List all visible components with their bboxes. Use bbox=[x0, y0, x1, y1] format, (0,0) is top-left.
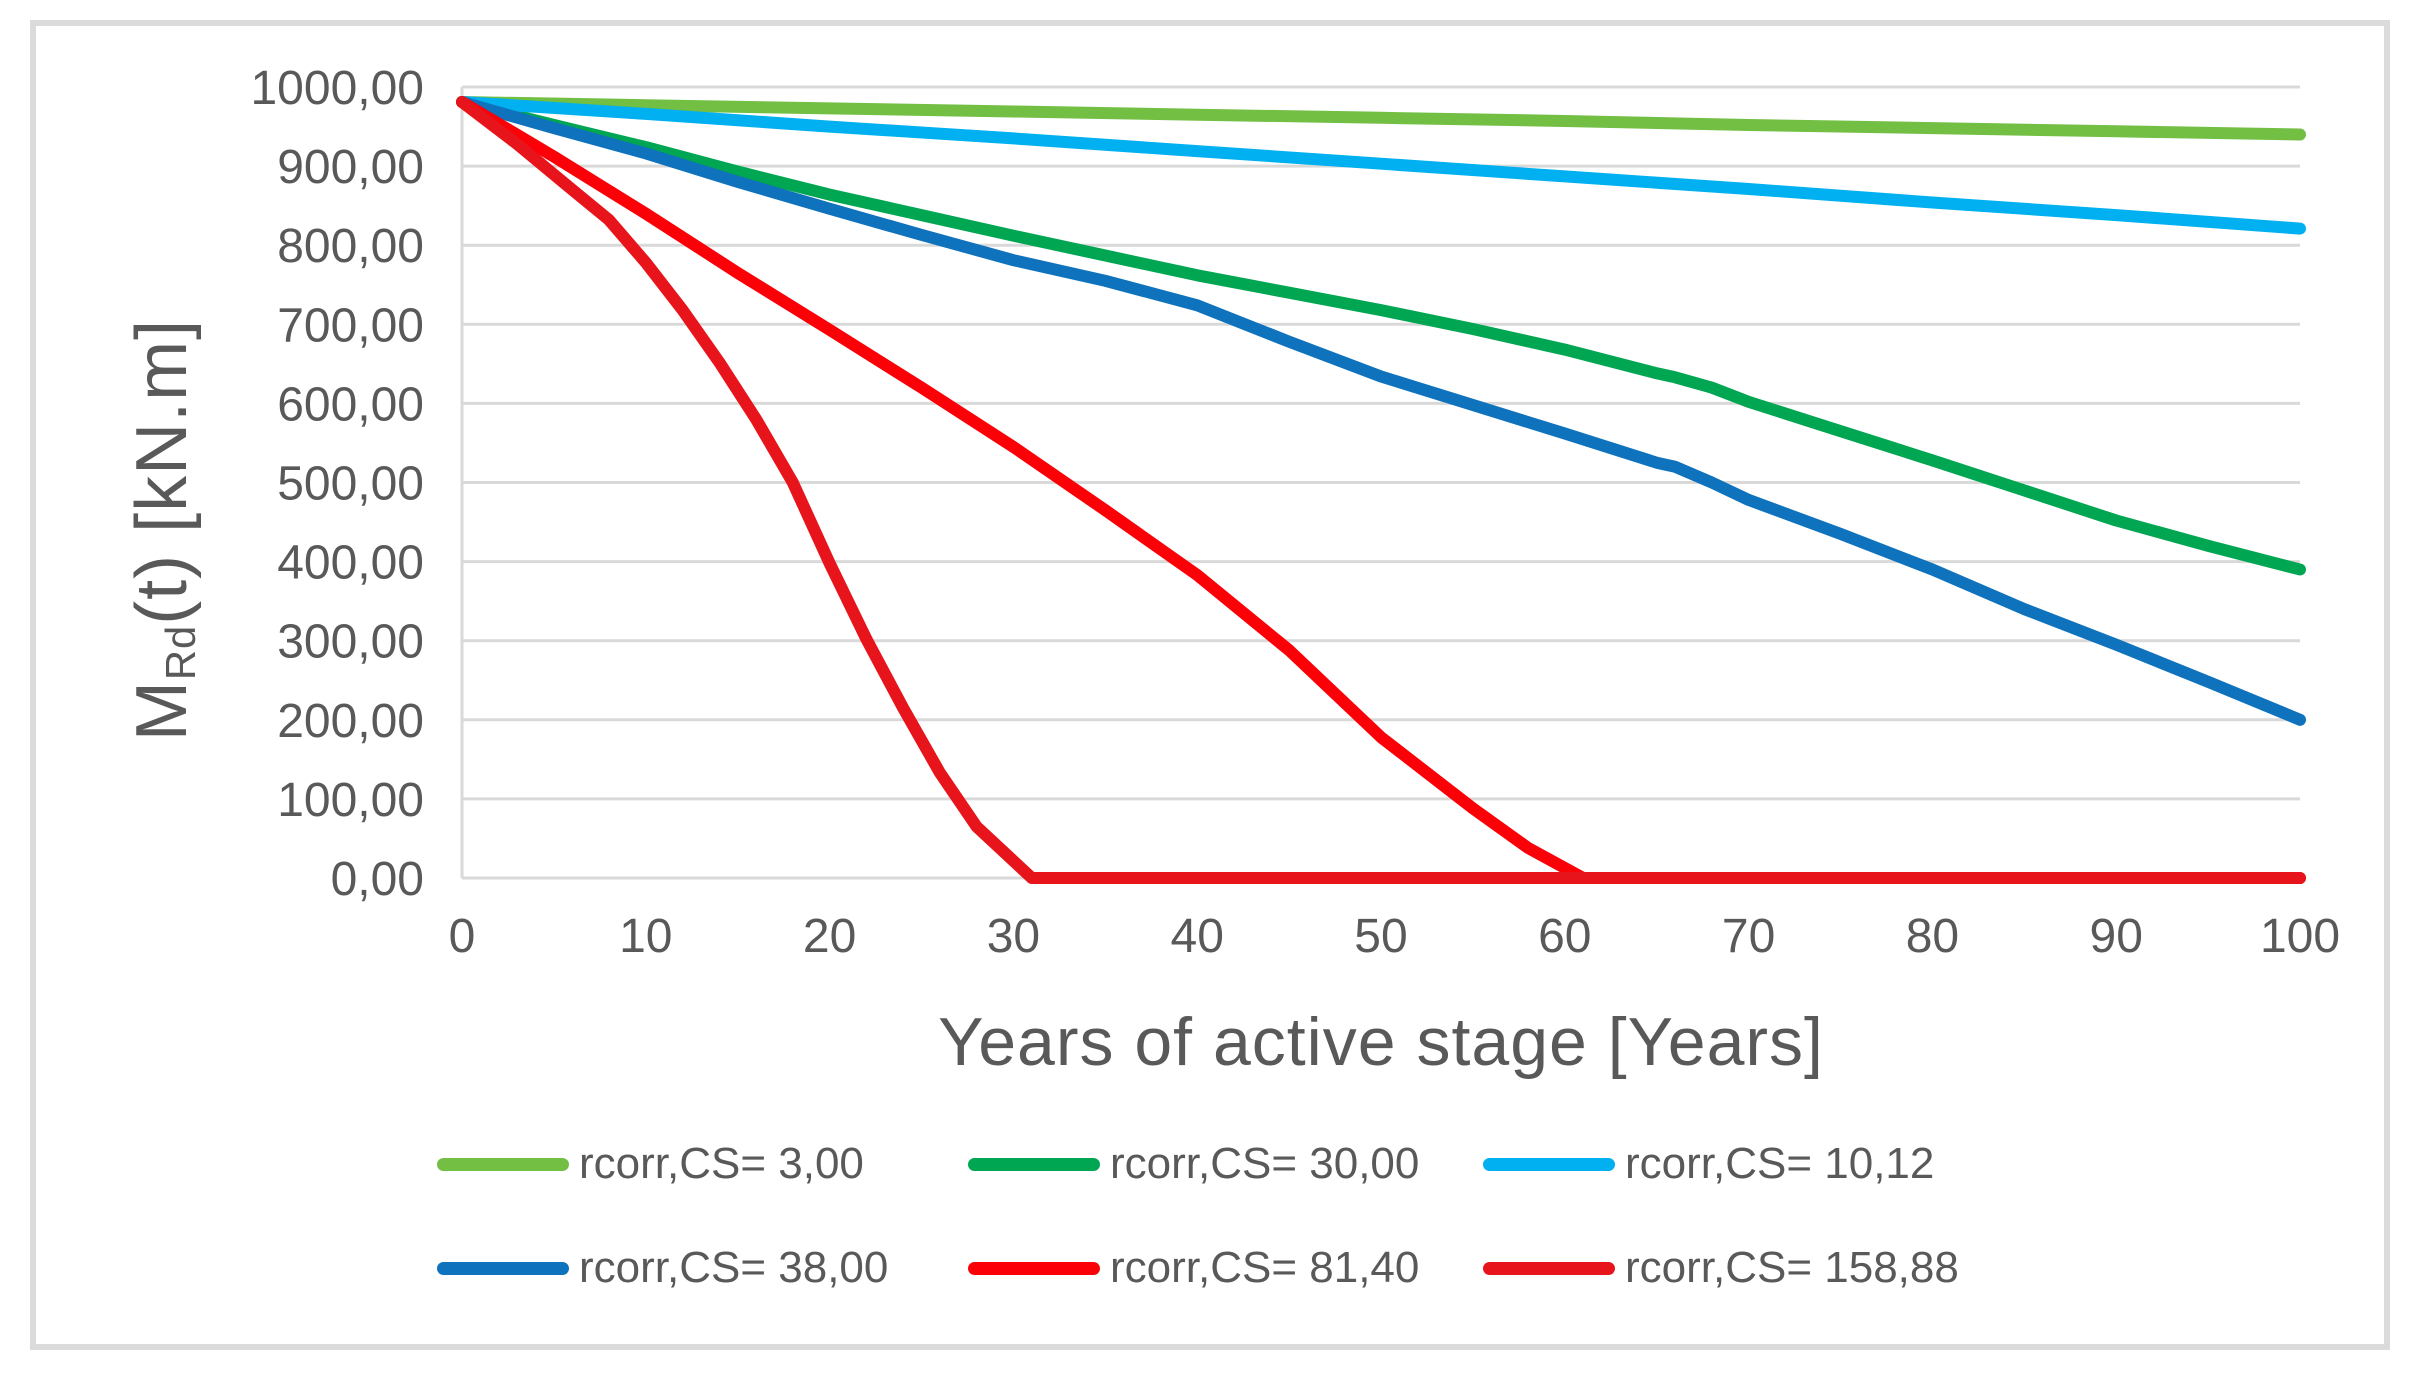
y-tick-label-900: 900,00 bbox=[277, 141, 424, 194]
series-line-rcorr-cs-30-00 bbox=[456, 96, 2306, 576]
series-line-rcorr-cs-3-00 bbox=[456, 96, 2306, 141]
y-tick-label-200: 200,00 bbox=[277, 695, 424, 748]
x-tick-label-70: 70 bbox=[1722, 910, 1775, 963]
y-tick-label-0: 0,00 bbox=[331, 853, 424, 906]
y-axis-tick-labels: 0,00 100,00 200,00 300,00 400,00 500,00 600,00… bbox=[250, 62, 424, 906]
y-axis-title-units: (t) [kN.m] bbox=[122, 318, 202, 625]
x-tick-label-20: 20 bbox=[803, 910, 856, 963]
x-axis-title: Years of active stage [Years] bbox=[938, 1004, 1824, 1080]
y-tick-label-800: 800,00 bbox=[277, 220, 424, 273]
series-line-rcorr-cs-158-88 bbox=[456, 96, 2306, 884]
y-tick-label-400: 400,00 bbox=[277, 537, 424, 590]
x-tick-label-80: 80 bbox=[1906, 910, 1959, 963]
x-axis-tick-labels: 0 10 20 30 40 50 60 70 80 90 100 bbox=[449, 910, 2340, 963]
x-tick-label-60: 60 bbox=[1538, 910, 1591, 963]
x-tick-label-10: 10 bbox=[619, 910, 672, 963]
series-line-rcorr-cs-10-12 bbox=[456, 96, 2306, 235]
x-tick-label-50: 50 bbox=[1354, 910, 1407, 963]
y-tick-label-600: 600,00 bbox=[277, 378, 424, 431]
y-tick-label-100: 100,00 bbox=[277, 774, 424, 827]
x-tick-label-30: 30 bbox=[987, 910, 1040, 963]
y-tick-label-1000: 1000,00 bbox=[250, 62, 424, 115]
series-line-rcorr-cs-38-00 bbox=[456, 96, 2306, 726]
y-tick-label-700: 700,00 bbox=[277, 299, 424, 352]
y-tick-label-300: 300,00 bbox=[277, 616, 424, 669]
y-axis-title-main: M bbox=[122, 680, 202, 742]
y-axis-title-subscript: Rd bbox=[157, 624, 205, 681]
x-tick-label-90: 90 bbox=[2090, 910, 2143, 963]
y-tick-label-500: 500,00 bbox=[277, 458, 424, 511]
x-tick-label-100: 100 bbox=[2260, 910, 2340, 963]
x-tick-label-40: 40 bbox=[1171, 910, 1224, 963]
y-axis-title: MRd(t) [kN.m] bbox=[121, 318, 205, 742]
series-lines bbox=[456, 96, 2306, 884]
x-tick-label-0: 0 bbox=[449, 910, 476, 963]
figure-border-frame bbox=[30, 20, 2390, 1350]
